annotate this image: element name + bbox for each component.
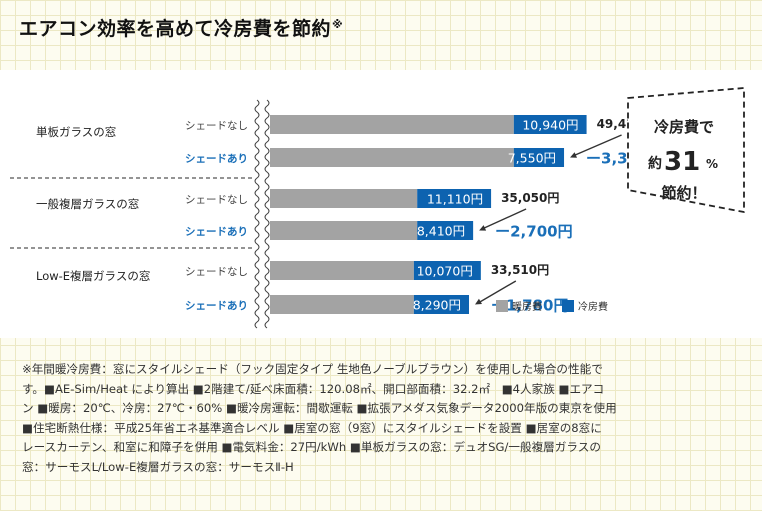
cooling-value-label: 7,550円 — [508, 151, 556, 166]
row-label: シェードあり — [185, 225, 248, 238]
cooling-value-label: 8,410円 — [417, 224, 465, 239]
savings-chart: 単板ガラスの窓 シェードなし 10,940円 49,410円シェードあり 7,550円ー… — [10, 87, 745, 329]
cooling-value-label: 11,110円 — [427, 192, 483, 207]
callout-number: 31 — [664, 147, 700, 177]
change-arrow — [482, 208, 527, 230]
saving-value-label: ー1,780円 — [491, 297, 568, 315]
legend-label-cooling: 冷房費 — [578, 300, 608, 313]
title-text: エアコン効率を高めて冷房費を節約 — [19, 18, 332, 40]
heating-bar — [258, 189, 418, 208]
total-value-label: 33,510円 — [491, 263, 549, 277]
row-label: シェードなし — [185, 120, 248, 132]
chart-panel: 単板ガラスの窓 シェードなし 10,940円 49,410円 シェードあり 7,550円ー… — [0, 70, 762, 338]
row-label: シェードあり — [185, 152, 248, 165]
row-label: シェードなし — [185, 194, 248, 206]
group-label: Low-E複層ガラスの窓 — [36, 269, 150, 283]
cooling-value-label: 10,070円 — [417, 264, 473, 279]
legend-swatch-cooling — [562, 300, 574, 312]
axis-break-line — [264, 99, 270, 329]
arrow-head — [570, 152, 578, 158]
arrow-head — [479, 225, 487, 231]
footnote-line: す。■AE-Sim/Heat により算出 ■2階建て/延べ床面積：120.08㎡… — [22, 381, 605, 396]
cooling-bar — [513, 115, 587, 134]
callout-line3: 節約！ — [661, 184, 706, 202]
footnote-line: レースカーテン、和室に和障子を併用 ■電気料金：27円/kWh ■単板ガラスの窓… — [22, 440, 601, 454]
row-label: シェードなし — [185, 266, 248, 278]
footnote-line: ※年間暖冷房費：窓にスタイルシェード（フック固定タイプ 生地色ノーブルブラウン）… — [22, 362, 603, 376]
group-label: 単板ガラスの窓 — [36, 125, 116, 139]
callout-prefix: 約 — [648, 155, 662, 172]
change-arrow — [478, 280, 517, 304]
cooling-bar — [413, 261, 481, 280]
total-value-label: 35,050円 — [501, 191, 559, 205]
cooling-value-label: 8,290円 — [413, 298, 461, 313]
footnote-line: ン ■暖房：20℃、冷房：27℃・60% ■暖冷房運転：間歇運転 ■拡張アメダス… — [22, 401, 617, 415]
page-title: エアコン効率を高めて冷房費を節約※ — [19, 14, 343, 41]
change-arrow — [573, 134, 622, 157]
callout-suffix: % — [706, 157, 718, 171]
callout-box — [627, 87, 745, 213]
title-footnote-mark: ※ — [332, 17, 344, 31]
footnote: ※年間暖冷房費：窓にスタイルシェード（フック固定タイプ 生地色ノーブルブラウン）… — [22, 360, 750, 477]
legend-label-heating: 暖房費 — [512, 300, 542, 313]
axis-break-mask — [254, 100, 270, 328]
group-label: 一般複層ガラスの窓 — [36, 197, 139, 211]
cooling-value-label: 10,940円 — [522, 118, 578, 133]
callout-line1: 冷房費で — [654, 118, 714, 136]
heating-bar — [258, 261, 414, 280]
arrow-head — [475, 298, 482, 305]
legend-swatch-heating — [496, 300, 508, 312]
cooling-bar — [417, 189, 492, 208]
heating-bar — [258, 148, 514, 167]
axis-break-line — [254, 99, 260, 329]
heating-bar — [258, 295, 414, 314]
row-label: シェードあり — [185, 299, 248, 312]
cooling-bar — [513, 148, 565, 167]
cooling-bar — [417, 221, 474, 240]
saving-value-label: ー2,700円 — [495, 223, 572, 241]
footnote-line: ■住宅断熱仕様：平成25年省エネ基準適合レベル ■居室の窓（9窓）にスタイルシェ… — [22, 420, 602, 435]
heating-bar — [258, 221, 418, 240]
footnote-line: 窓：サーモスL/Low-E複層ガラスの窓：サーモスⅡ-H — [22, 459, 294, 474]
cooling-bar — [413, 295, 470, 314]
heating-bar — [258, 115, 514, 134]
